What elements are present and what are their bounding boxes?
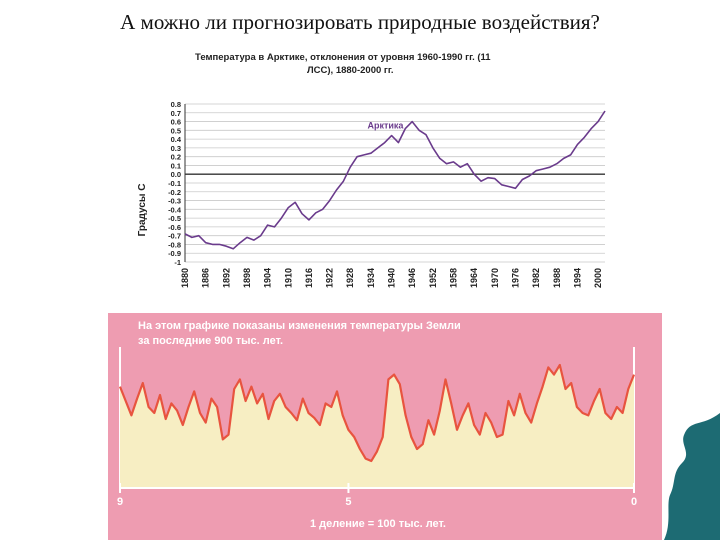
y-tick-label: 0.7 bbox=[171, 109, 181, 118]
slide-title: А можно ли прогнозировать природные возд… bbox=[120, 10, 600, 34]
paleo-title-line-1: На этом графике показаны изменения темпе… bbox=[138, 320, 461, 332]
paleo-x-ticks: 9 5 0 bbox=[117, 483, 637, 508]
x-tick-label: 1898 bbox=[242, 268, 252, 288]
arctic-chart-canvas: Температура в Арктике, отклонения от уро… bbox=[137, 52, 606, 288]
y-tick-label: -0.4 bbox=[168, 205, 182, 214]
paleo-area-fill bbox=[120, 365, 634, 488]
x-tick-label: 1934 bbox=[366, 268, 376, 288]
x-tick-label: 1886 bbox=[201, 268, 211, 288]
x-tick-label: 1958 bbox=[449, 268, 459, 288]
y-tick-label: 0.2 bbox=[171, 153, 181, 162]
y-tick-label: 0.8 bbox=[171, 100, 181, 109]
x-tick-label: 1928 bbox=[345, 268, 355, 288]
y-tick-label: 0.5 bbox=[171, 126, 181, 135]
chart-title-line-1: Температура в Арктике, отклонения от уро… bbox=[195, 52, 491, 63]
x-tick-label: 1922 bbox=[325, 268, 335, 288]
y-tick-label: 0.3 bbox=[171, 144, 181, 153]
arctic-y-ticks: 0.80.70.60.50.40.30.20.10.0-0.1-0.2-0.3-… bbox=[168, 100, 182, 267]
x-tick-label: 1982 bbox=[531, 268, 541, 288]
y-tick-label: -0.5 bbox=[168, 214, 181, 223]
arctic-x-ticks: 1880 1886 1892 1898 1904 1910 1916 1922 1928 1934… bbox=[180, 268, 603, 288]
paleo-x-axis-label: 1 деление = 100 тыс. лет. bbox=[310, 518, 446, 530]
y-tick-label: -0.8 bbox=[168, 240, 181, 249]
arctic-temperature-chart: Температура в Арктике, отклонения от уро… bbox=[127, 40, 617, 307]
y-tick-label: -0.1 bbox=[168, 179, 181, 188]
paleo-title-line-2: за последние 900 тыс. лет. bbox=[138, 335, 283, 347]
arctic-grid bbox=[184, 103, 605, 263]
x-tick-label: 1964 bbox=[469, 268, 479, 288]
x-tick-label: 1892 bbox=[221, 268, 231, 288]
x-tick-label: 1988 bbox=[552, 268, 562, 288]
x-tick-label: 1952 bbox=[428, 268, 438, 288]
y-tick-label: -1 bbox=[174, 258, 181, 267]
paleo-chart-canvas: На этом графике показаны изменения темпе… bbox=[117, 320, 637, 530]
x-tick-label: 1880 bbox=[180, 268, 190, 288]
y-tick-label: -0.6 bbox=[168, 223, 181, 232]
x-tick-label: 1910 bbox=[283, 268, 293, 288]
paleo-x-tick-label: 0 bbox=[631, 496, 637, 508]
x-tick-label: 2000 bbox=[593, 268, 603, 288]
y-tick-label: -0.3 bbox=[168, 197, 181, 206]
x-tick-label: 1970 bbox=[490, 268, 500, 288]
paleo-series-line bbox=[118, 363, 636, 463]
y-tick-label: 0.4 bbox=[171, 135, 182, 144]
x-tick-label: 1904 bbox=[263, 268, 273, 288]
y-axis-label: Градусы С bbox=[137, 184, 148, 237]
wave-corner-decoration-icon bbox=[664, 413, 720, 540]
y-tick-label: 0.6 bbox=[171, 118, 181, 127]
paleo-x-tick-label: 9 bbox=[117, 496, 123, 508]
x-tick-label: 1946 bbox=[407, 268, 417, 288]
y-tick-label: -0.2 bbox=[168, 188, 181, 197]
series-line-arctic bbox=[184, 110, 606, 250]
x-tick-label: 1916 bbox=[304, 268, 314, 288]
y-tick-label: 0.0 bbox=[171, 170, 181, 179]
x-tick-label: 1994 bbox=[572, 268, 582, 288]
y-tick-label: 0.1 bbox=[171, 161, 181, 170]
chart-title-line-2: ЛСС), 1880-2000 гг. bbox=[307, 65, 394, 76]
y-tick-label: -0.9 bbox=[168, 249, 181, 258]
series-label-arctic: Арктика bbox=[367, 121, 404, 131]
x-tick-label: 1940 bbox=[387, 268, 397, 288]
x-tick-label: 1976 bbox=[510, 268, 520, 288]
paleo-x-tick-label: 5 bbox=[345, 496, 351, 508]
paleo-temperature-chart: На этом графике показаны изменения темпе… bbox=[108, 313, 662, 540]
y-tick-label: -0.7 bbox=[168, 232, 181, 241]
